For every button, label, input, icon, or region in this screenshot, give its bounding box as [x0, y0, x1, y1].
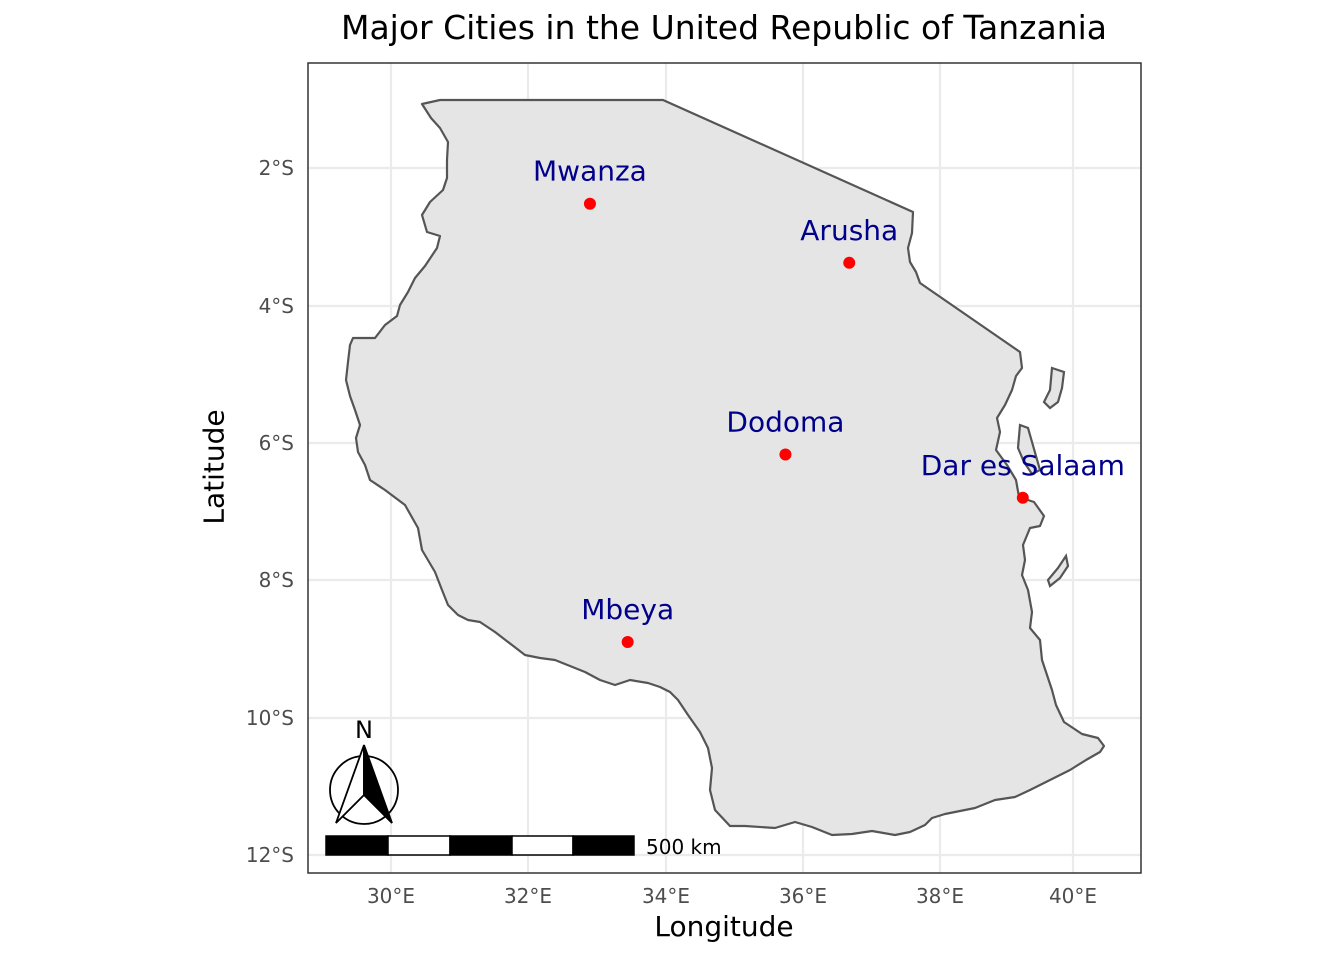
north-arrow-right-half — [363, 744, 393, 824]
x-tick-label: 36°E — [778, 884, 828, 908]
map-title: Major Cities in the United Republic of T… — [340, 8, 1108, 47]
y-tick-label: 12°S — [245, 843, 294, 867]
x-axis-title: Longitude — [654, 910, 794, 943]
tanzania-mainland — [344, 98, 1106, 837]
y-tick-label: 4°S — [258, 294, 294, 318]
y-tick-label: 6°S — [258, 431, 294, 455]
mafia-island — [1046, 553, 1070, 588]
scale-bar-segment — [511, 835, 574, 856]
scale-bar: 500 km — [325, 835, 722, 859]
x-tick-label: 30°E — [366, 884, 416, 908]
city-label: Arusha — [800, 214, 898, 247]
city-point — [621, 636, 634, 649]
scale-bar-label: 500 km — [646, 835, 722, 859]
city-point — [1016, 491, 1029, 504]
x-tick-label: 34°E — [641, 884, 691, 908]
city-point — [583, 197, 596, 210]
scale-bar-segment — [387, 835, 451, 856]
city-label: Dodoma — [726, 405, 844, 438]
zanzibar-island — [1016, 423, 1042, 476]
city-point — [779, 448, 792, 461]
north-arrow: N — [329, 716, 399, 825]
cities-layer: Mwanza Arusha Dodoma Dar es Salaam Mbeya — [533, 155, 1125, 649]
scale-bar-segment — [449, 835, 513, 856]
city-point — [843, 256, 856, 269]
y-tick-label: 10°S — [245, 706, 294, 730]
x-tick-label: 40°E — [1048, 884, 1098, 908]
y-tick-label: 8°S — [258, 568, 294, 592]
city-label: Mwanza — [533, 155, 647, 188]
scale-bar-segment — [572, 835, 635, 856]
city-label: Mbeya — [581, 593, 674, 626]
x-tick-label: 38°E — [915, 884, 965, 908]
y-tick-label: 2°S — [258, 156, 294, 180]
pemba-island — [1042, 366, 1066, 410]
panel-border — [307, 62, 1142, 874]
city-label: Dar es Salaam — [921, 449, 1125, 482]
x-tick-label: 32°E — [503, 884, 553, 908]
scale-bar-segment — [325, 835, 389, 856]
north-label: N — [355, 716, 373, 744]
